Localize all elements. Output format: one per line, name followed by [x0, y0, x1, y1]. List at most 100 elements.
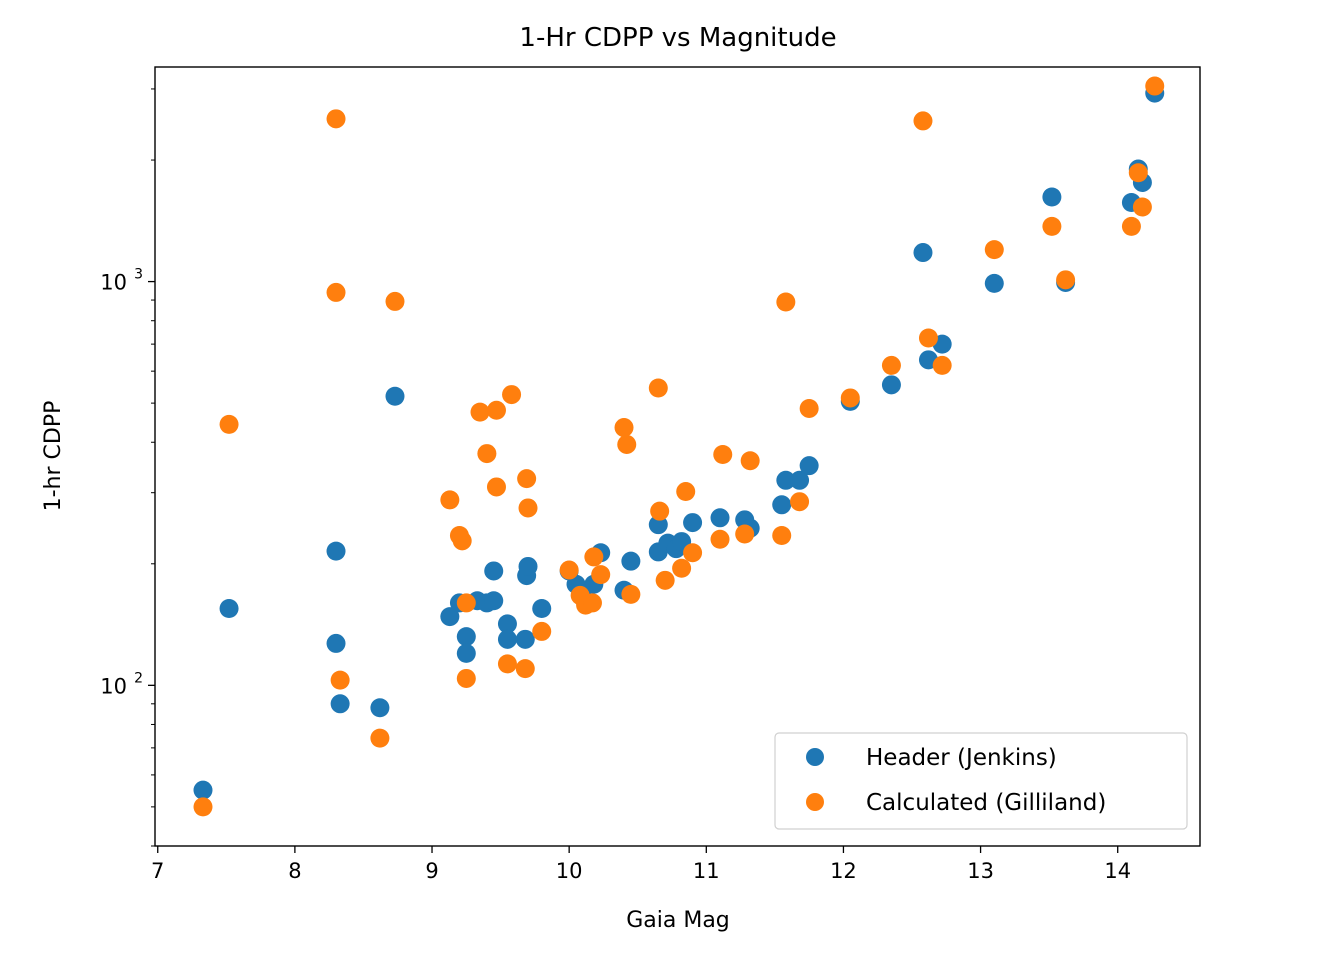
x-tick-label: 7 [151, 859, 164, 883]
calculated-point [330, 670, 350, 690]
calculated-point [932, 355, 952, 375]
calculated-point [617, 434, 637, 454]
header-point [484, 561, 504, 581]
header-point [913, 243, 933, 263]
x-tick-label: 13 [967, 859, 994, 883]
header-point [370, 698, 390, 718]
y-tick-label-exponent: 2 [134, 670, 143, 686]
legend-marker-header [806, 748, 824, 766]
y-tick-label: 10 [100, 271, 127, 295]
calculated-point [1132, 197, 1152, 217]
calculated-point [735, 524, 755, 544]
calculated-point [486, 400, 506, 420]
calculated-point [1121, 216, 1141, 236]
calculated-point [470, 402, 490, 422]
calculated-point [477, 444, 497, 464]
y-tick-label: 10 [100, 674, 127, 698]
x-tick-label: 11 [693, 859, 720, 883]
y-tick-label-exponent: 3 [134, 267, 143, 283]
calculated-point [713, 445, 733, 465]
calculated-point [452, 531, 472, 551]
calculated-point [648, 378, 668, 398]
calculated-point [502, 385, 522, 405]
data-points [193, 76, 1165, 817]
calculated-point [515, 659, 535, 679]
header-point [219, 598, 239, 618]
calculated-point [918, 328, 938, 348]
calculated-point [1056, 270, 1076, 290]
calculated-point [984, 240, 1004, 260]
chart-title: 1-Hr CDPP vs Magnitude [519, 23, 836, 53]
y-axis-title: 1-hr CDPP [41, 401, 66, 512]
axis-ticks: 7 8 9 10 11 12 13 14 10 2 10 3 [100, 88, 1131, 883]
calculated-point [621, 584, 641, 604]
calculated-point [881, 355, 901, 375]
calculated-point [840, 388, 860, 408]
legend: Header (Jenkins) Calculated (Gilliland) [774, 732, 1188, 830]
header-point [710, 508, 730, 528]
calculated-point [582, 593, 602, 613]
calculated-point [683, 543, 703, 563]
x-tick-label: 14 [1104, 859, 1131, 883]
legend-box [774, 732, 1188, 830]
calculated-point [740, 451, 760, 471]
header-point [330, 694, 350, 714]
x-tick-label: 9 [425, 859, 438, 883]
header-point [799, 456, 819, 476]
header-point [518, 556, 538, 576]
calculated-point [518, 498, 538, 518]
calculated-point [584, 547, 604, 567]
header-point [984, 273, 1004, 293]
x-tick-label: 12 [830, 859, 857, 883]
header-point [456, 643, 476, 663]
header-point [497, 629, 517, 649]
header-point [532, 598, 552, 618]
header-point [683, 513, 703, 533]
calculated-point [456, 668, 476, 688]
series-header-jenkins [193, 83, 1165, 800]
calculated-point [532, 621, 552, 641]
x-tick-label: 8 [288, 859, 301, 883]
calculated-point [650, 501, 670, 521]
legend-label-calculated: Calculated (Gilliland) [866, 790, 1106, 816]
header-point [776, 470, 796, 490]
calculated-point [193, 797, 213, 817]
calculated-point [486, 477, 506, 497]
calculated-point [655, 570, 675, 590]
calculated-point [676, 482, 696, 502]
calculated-point [776, 292, 796, 312]
header-point [772, 495, 792, 515]
calculated-point [1128, 163, 1148, 183]
calculated-point [799, 398, 819, 418]
calculated-point [440, 490, 460, 510]
header-point [326, 633, 346, 653]
calculated-point [1145, 76, 1165, 96]
header-point [497, 614, 517, 634]
calculated-point [772, 526, 792, 546]
header-point [440, 607, 460, 627]
calculated-point [497, 654, 517, 674]
calculated-point [326, 282, 346, 302]
calculated-point [790, 492, 810, 512]
series-calculated-gilliland [193, 76, 1165, 817]
calculated-point [913, 111, 933, 131]
header-point [484, 591, 504, 611]
calculated-point [219, 414, 239, 434]
header-point [515, 629, 535, 649]
calculated-point [672, 558, 692, 578]
header-point [790, 470, 810, 490]
calculated-point [370, 728, 390, 748]
calculated-point [591, 565, 611, 585]
calculated-point [517, 469, 537, 489]
header-point [1042, 187, 1062, 207]
header-point [621, 551, 641, 571]
calculated-point [614, 418, 634, 438]
x-axis-title: Gaia Mag [626, 908, 730, 933]
calculated-point [1042, 216, 1062, 236]
header-point [326, 541, 346, 561]
header-point [385, 386, 405, 406]
header-point [193, 780, 213, 800]
calculated-point [456, 593, 476, 613]
calculated-point [710, 529, 730, 549]
